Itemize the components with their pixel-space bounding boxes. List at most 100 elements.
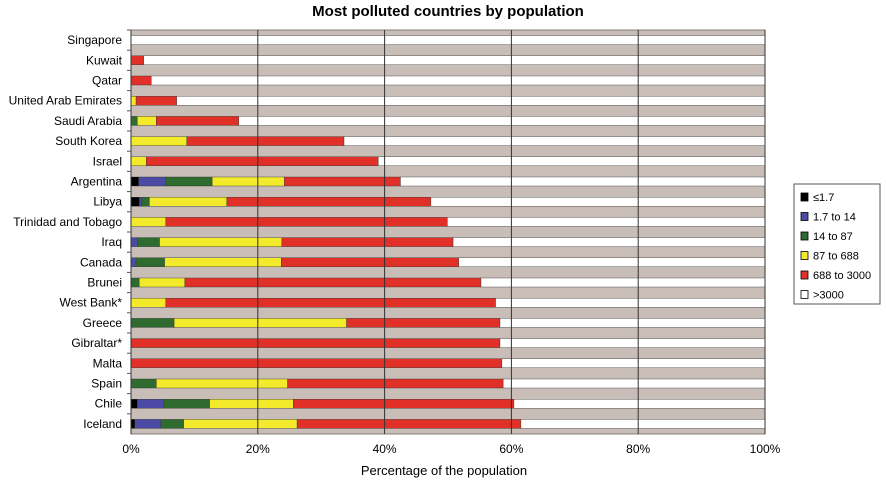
bar-segment: [183, 419, 298, 429]
category-label: Spain: [91, 377, 122, 391]
x-tick-label: 60%: [499, 442, 523, 456]
bar-segment: [293, 399, 515, 409]
legend-label: 87 to 688: [813, 251, 859, 263]
x-tick-labels: 0% 20% 40% 60% 80% 100%: [122, 442, 780, 456]
bar-segment: [130, 196, 140, 207]
x-tick-label: 20%: [246, 442, 270, 456]
bar-segment: [135, 95, 177, 106]
bar-segment: [130, 338, 501, 348]
category-label: West Bank*: [60, 296, 123, 310]
bar-segment: [143, 55, 766, 65]
legend-swatch: [800, 192, 809, 202]
bar-segment: [163, 399, 210, 409]
bar-segment: [130, 358, 503, 368]
category-label: United Arab Emirates: [9, 94, 122, 108]
bar-segment: [480, 277, 766, 288]
bar-segment: [130, 95, 137, 106]
bar-segment: [130, 378, 157, 389]
legend-swatch: [800, 251, 809, 260]
bar-segment: [281, 237, 454, 247]
bar-segment: [156, 116, 239, 126]
category-label: Malta: [93, 356, 123, 370]
bar-segment: [184, 277, 482, 288]
category-label: Saudi Arabia: [54, 114, 122, 128]
bar-segment: [137, 116, 157, 126]
legend-label: 14 to 87: [813, 231, 853, 243]
bar-segment: [165, 298, 496, 308]
category-label: Israel: [93, 154, 122, 168]
bar-segment: [281, 257, 459, 267]
legend-swatch: [800, 231, 809, 241]
bar-segment: [130, 399, 138, 409]
bar-segment: [513, 399, 766, 409]
bar-segment: [130, 55, 144, 65]
bar-segment: [137, 237, 160, 247]
x-tick-label: 40%: [373, 442, 397, 456]
category-label: Gibraltar*: [71, 336, 122, 350]
bar-segment: [173, 318, 347, 328]
bar-segment: [130, 116, 138, 126]
bar-segment: [452, 237, 766, 247]
bar-segment: [400, 176, 766, 187]
category-label: Qatar: [92, 74, 122, 88]
bar-segment: [296, 419, 522, 429]
bar-segment: [140, 196, 150, 207]
category-label: Canada: [80, 255, 122, 269]
bar-segment: [447, 217, 766, 227]
bar-segment: [139, 277, 186, 288]
bar-segment: [130, 217, 167, 227]
legend-label: 688 to 3000: [813, 270, 871, 282]
bar-segment: [430, 196, 766, 207]
x-tick-label: 80%: [626, 442, 650, 456]
bar-segment: [501, 358, 766, 368]
bar-segment: [139, 196, 142, 207]
bar-segment: [378, 156, 766, 167]
bar-segment: [520, 419, 766, 429]
category-label: Iraq: [101, 235, 122, 249]
legend-box: [793, 183, 881, 305]
bar-segment: [186, 136, 345, 146]
category-label: Argentina: [71, 175, 123, 189]
bar-segment: [164, 257, 282, 267]
x-tick-label: 0%: [122, 442, 140, 456]
legend-label: 1.7 to 14: [813, 212, 856, 224]
category-label: Kuwait: [86, 53, 123, 67]
bar-segment: [130, 156, 147, 167]
bar-segment: [130, 298, 167, 308]
bar-segment: [151, 75, 766, 86]
category-label: Chile: [95, 397, 123, 411]
chart-title: Most polluted countries by population: [312, 3, 584, 20]
legend-swatch: [800, 290, 809, 299]
bar-segment: [130, 176, 139, 187]
bar-segment: [130, 318, 175, 328]
bar-segment: [130, 419, 136, 429]
bar-segment: [149, 196, 227, 207]
category-label: Libya: [93, 195, 122, 209]
bar-segment: [165, 176, 213, 187]
bar-segment: [284, 176, 401, 187]
category-label: Iceland: [83, 417, 122, 431]
bar-segment: [156, 378, 288, 389]
bar-segment: [165, 217, 448, 227]
bar-segment: [130, 237, 138, 247]
bar-segment: [130, 257, 137, 267]
plot-area: [130, 29, 766, 435]
bar-segment: [130, 136, 187, 146]
legend-swatch: [800, 270, 809, 280]
bars-layer: [130, 35, 766, 429]
bar-segment: [134, 419, 161, 429]
bar-segment: [502, 378, 766, 389]
bar-segment: [211, 176, 285, 187]
bar-segment: [287, 378, 504, 389]
bar-segment: [458, 257, 766, 267]
category-label: Trinidad and Tobago: [13, 215, 122, 229]
category-label: Singapore: [67, 33, 122, 47]
x-axis-title: Percentage of the population: [361, 463, 527, 478]
bar-segment: [135, 257, 165, 267]
bar-segment: [346, 318, 501, 328]
category-labels: Singapore Kuwait Qatar United Arab Emirates…: [9, 29, 131, 431]
category-label: Greece: [83, 316, 123, 330]
category-label: Brunei: [87, 276, 122, 290]
